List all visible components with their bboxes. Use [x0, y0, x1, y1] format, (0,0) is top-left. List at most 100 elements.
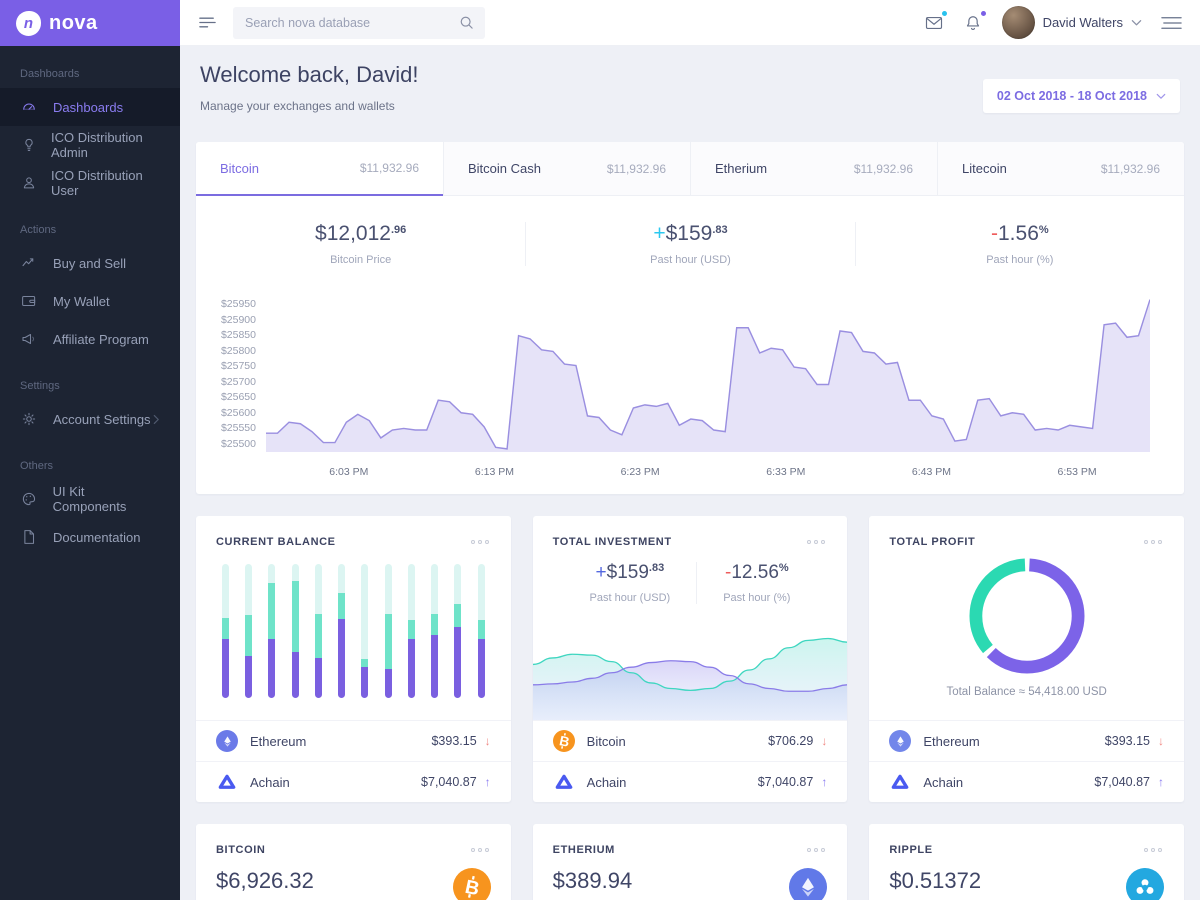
- sidebar-item-label: ICO Distribution User: [51, 168, 143, 198]
- sidebar-item-ico-distribution-user[interactable]: ICO Distribution User: [0, 164, 180, 202]
- stat-sup: %: [778, 562, 789, 574]
- coin-row-achain[interactable]: Achain $7,040.87 ↑: [532, 761, 848, 802]
- price-area-chart[interactable]: [266, 296, 1150, 456]
- tab-label: Etherium: [715, 161, 768, 176]
- coin-row-ethereum[interactable]: Ethereum $393.15 ↓: [869, 720, 1184, 761]
- messages-badge: [939, 8, 949, 18]
- trend-arrow-icon: ↑: [1157, 775, 1164, 789]
- nova-logo-icon: n: [16, 10, 41, 36]
- overview-stats: $12,012.96 Bitcoin Price +$159.83 Past h…: [196, 196, 1184, 284]
- tab-litecoin[interactable]: Litecoin $11,932.96: [937, 142, 1184, 196]
- logo[interactable]: n nova: [0, 0, 180, 46]
- sidebar-toggle-icon[interactable]: [198, 13, 217, 32]
- card-menu-button[interactable]: [805, 538, 827, 546]
- tab-etherium[interactable]: Etherium $11,932.96: [690, 142, 937, 196]
- balance-bar: [477, 564, 485, 698]
- coin-row-ethereum[interactable]: Ethereum $393.15 ↓: [196, 720, 511, 761]
- search-icon[interactable]: [458, 14, 475, 31]
- stat-sign: -: [725, 562, 732, 583]
- envelope-icon: [925, 16, 942, 29]
- stat-main: $12,012: [315, 222, 391, 245]
- coin-value: $7,040.87: [1094, 775, 1150, 789]
- tab-bitcoin-cash[interactable]: Bitcoin Cash $11,932.96: [443, 142, 690, 196]
- card-title: TOTAL PROFIT: [889, 536, 976, 548]
- card-menu-button[interactable]: [469, 846, 491, 854]
- sidebar-item-ui-kit-components[interactable]: UI Kit Components: [0, 480, 180, 518]
- balance-bar: [454, 564, 462, 698]
- sidebar-section-settings: Settings: [20, 380, 60, 392]
- coin-value: $7,040.87: [757, 775, 814, 789]
- sidebar-section-others: Others: [20, 460, 54, 472]
- user-icon: [20, 174, 38, 192]
- sidebar-item-label: ICO Distribution Admin: [51, 130, 143, 160]
- tab-bitcoin[interactable]: Bitcoin $11,932.96: [196, 142, 443, 196]
- date-range-value: 02 Oct 2018 - 18 Oct 2018: [996, 89, 1147, 103]
- tab-value: $11,932.96: [1100, 161, 1160, 176]
- sidebar-item-label: Dashboards: [53, 99, 124, 115]
- gear-icon: [20, 410, 40, 428]
- ticker-price: $389.94: [552, 868, 633, 893]
- sidebar-section-actions: Actions: [20, 224, 57, 236]
- card-title: TOTAL INVESTMENT: [552, 536, 672, 548]
- sidebar-item-buy-and-sell[interactable]: Buy and Sell: [0, 244, 180, 282]
- page-header: Welcome back, David! Manage your exchang…: [196, 62, 1184, 113]
- sidebar-item-label: My Wallet: [53, 293, 110, 309]
- balance-bar: [338, 564, 346, 698]
- profit-donut-chart: [969, 558, 1085, 674]
- current-balance-card: CURRENT BALANCE Ethereum $393.15 ↓ Achai…: [196, 516, 511, 802]
- user-menu[interactable]: David Walters: [1001, 6, 1142, 39]
- card-menu-button[interactable]: [805, 846, 827, 854]
- balance-bar-chart: [196, 548, 511, 720]
- stat-past-hour-pct: -12.56% Past hour (%): [696, 562, 816, 604]
- menu-icon[interactable]: [1161, 15, 1182, 31]
- balance-bar: [314, 564, 322, 698]
- sidebar-item-dashboards[interactable]: Dashboards: [0, 88, 180, 126]
- price-chart: $25950 $25900 $25850 $25800 $25750 $25700 $256…: [196, 284, 1184, 494]
- chevron-down-icon: [1156, 93, 1166, 100]
- sidebar-item-affiliate-program[interactable]: Affiliate Program: [0, 320, 180, 358]
- sidebar: n nova Dashboards Dashboards ICO Distrib…: [0, 0, 180, 900]
- card-title: CURRENT BALANCE: [216, 536, 336, 548]
- total-investment-card: TOTAL INVESTMENT +$159.83 Past hour (USD…: [532, 516, 848, 802]
- avatar: [1001, 6, 1035, 39]
- wallet-icon: [20, 292, 40, 310]
- coin-value: $393.15: [1104, 734, 1150, 748]
- total-balance-caption: Total Balance ≈ 54,418.00 USD: [946, 686, 1107, 698]
- coin-row-achain[interactable]: Achain $7,040.87 ↑: [869, 761, 1184, 802]
- tab-value: $11,932.96: [359, 161, 419, 175]
- coin-row-bitcoin[interactable]: B Bitcoin $706.29 ↓: [532, 720, 848, 761]
- stat-main: $159: [665, 222, 713, 245]
- coin-row-achain[interactable]: Achain $7,040.87 ↑: [196, 761, 511, 802]
- topbar: David Walters: [180, 0, 1200, 46]
- bulb-icon: [20, 136, 38, 154]
- sidebar-item-my-wallet[interactable]: My Wallet: [0, 282, 180, 320]
- search-box: [233, 6, 485, 39]
- stat-past-hour-usd: +$159.83 Past hour (USD): [564, 562, 697, 604]
- ticker-price: $6,926.32: [216, 868, 314, 893]
- stat-label: Past hour (USD): [650, 254, 731, 266]
- achain-icon: [553, 771, 575, 793]
- sidebar-item-label: Account Settings: [53, 411, 151, 427]
- megaphone-icon: [20, 330, 40, 348]
- date-range-picker[interactable]: 02 Oct 2018 - 18 Oct 2018: [982, 79, 1180, 113]
- card-menu-button[interactable]: [469, 538, 491, 546]
- stat-label: Past hour (%): [723, 592, 791, 604]
- coin-value: $393.15: [431, 734, 477, 748]
- bitcoin-icon: B: [552, 730, 575, 752]
- trend-arrow-icon: ↓: [484, 734, 491, 748]
- trend-chart-icon: [20, 254, 40, 272]
- sidebar-item-documentation[interactable]: Documentation: [0, 518, 180, 556]
- search-input[interactable]: [245, 15, 458, 30]
- sidebar-item-ico-distribution-admin[interactable]: ICO Distribution Admin: [0, 126, 180, 164]
- trend-arrow-icon: ↓: [821, 734, 828, 748]
- ripple-ticker-card: RIPPLE $0.51372 -$0.02438 -4.53% Today: [869, 824, 1184, 900]
- card-menu-button[interactable]: [1142, 846, 1164, 854]
- sidebar-item-account-settings[interactable]: Account Settings: [0, 400, 180, 438]
- palette-icon: [20, 490, 40, 508]
- tab-label: Litecoin: [962, 161, 1007, 176]
- trend-arrow-icon: ↑: [484, 775, 491, 789]
- sidebar-item-label: Affiliate Program: [53, 331, 149, 347]
- notifications-button[interactable]: [963, 8, 988, 33]
- card-menu-button[interactable]: [1142, 538, 1164, 546]
- messages-button[interactable]: [924, 8, 949, 33]
